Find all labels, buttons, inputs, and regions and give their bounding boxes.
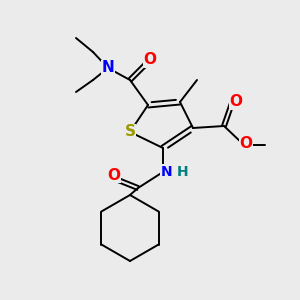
Text: N: N — [102, 61, 114, 76]
Text: N: N — [161, 165, 173, 179]
Text: H: H — [177, 165, 189, 179]
Text: O: O — [239, 136, 253, 152]
Text: O: O — [143, 52, 157, 68]
Text: O: O — [107, 167, 121, 182]
Text: O: O — [230, 94, 242, 110]
Text: S: S — [124, 124, 136, 140]
